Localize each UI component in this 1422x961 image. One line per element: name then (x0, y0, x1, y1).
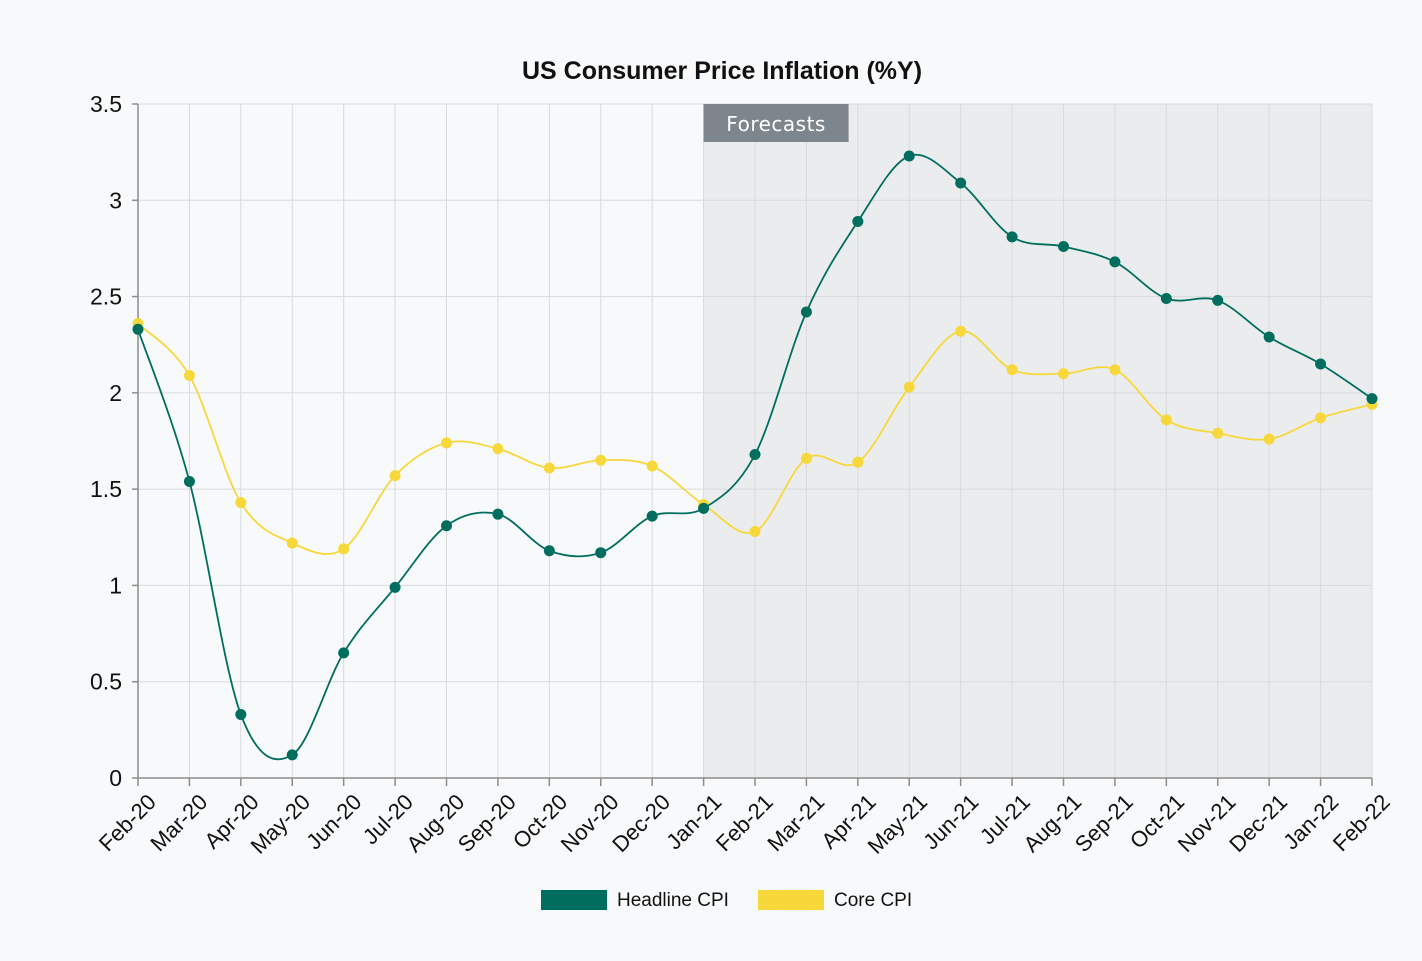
data-point (183, 370, 195, 382)
legend-label: Headline CPI (617, 890, 729, 911)
data-point (389, 581, 401, 593)
data-point (543, 462, 555, 474)
data-point (1006, 364, 1018, 376)
data-point (646, 460, 658, 472)
y-axis-ticks: 0 0.5 1 1.5 2 2.5 3 3.5 (90, 91, 122, 791)
x-tick-label: Sep-20 (453, 789, 521, 857)
y-tick-label: 1 (109, 572, 122, 598)
data-point (235, 497, 247, 509)
x-tick-label: Feb-22 (1328, 789, 1395, 856)
data-point (1212, 427, 1224, 439)
data-point (595, 547, 607, 559)
data-point (1315, 412, 1327, 424)
series-layer (132, 150, 1378, 761)
x-tick-label: Mar-21 (762, 789, 829, 856)
data-point (338, 647, 350, 659)
x-tick-label: Jun-21 (918, 789, 983, 854)
forecast-badge-background (703, 104, 849, 142)
data-point (1366, 393, 1378, 405)
data-point (1058, 241, 1069, 253)
data-point (1212, 294, 1224, 306)
legend-item: Core CPI (758, 890, 912, 911)
data-point (646, 510, 658, 522)
legend-item: Headline CPI (541, 890, 729, 911)
data-point (800, 306, 812, 318)
data-point (441, 437, 452, 449)
y-tick-label: 3 (109, 187, 122, 213)
y-tick-label: 0 (109, 765, 122, 791)
data-point (955, 325, 967, 337)
data-point (698, 502, 710, 514)
data-point (1263, 331, 1275, 343)
data-point (1109, 256, 1121, 268)
x-tick-label: Feb-21 (711, 789, 778, 856)
x-tick-label: Jun-20 (301, 789, 366, 854)
x-tick-label: Dec-20 (607, 789, 675, 857)
x-tick-label: Mar-20 (145, 789, 212, 856)
data-point (1263, 433, 1275, 445)
data-point (286, 537, 298, 549)
data-point (800, 452, 812, 464)
y-tick-label: 3.5 (90, 91, 122, 117)
data-point (389, 470, 401, 482)
data-point (132, 323, 144, 335)
y-tick-label: 2 (109, 380, 122, 406)
forecast-label: Forecasts (726, 112, 826, 136)
data-point (235, 708, 247, 720)
data-point (1058, 368, 1069, 380)
data-point (595, 454, 607, 466)
data-point (955, 177, 967, 189)
data-point (852, 215, 864, 227)
data-point (183, 475, 195, 487)
x-axis-ticks: Feb-20Mar-20Apr-20May-20Jun-20Jul-20Aug-… (94, 789, 1395, 859)
y-tick-label: 1.5 (90, 476, 122, 502)
series-headline-cpi (132, 150, 1378, 761)
x-tick-label: Sep-21 (1070, 789, 1138, 857)
data-point (441, 520, 452, 532)
chart-title: US Consumer Price Inflation (%Y) (522, 57, 922, 85)
data-point (1160, 292, 1172, 304)
legend-swatch (758, 890, 824, 910)
data-point (852, 456, 864, 468)
y-tick-label: 0.5 (90, 669, 122, 695)
data-point (903, 150, 915, 162)
series-core-cpi (132, 318, 1378, 555)
data-point (492, 508, 504, 520)
data-point (543, 545, 555, 557)
y-tick-label: 2.5 (90, 284, 122, 310)
forecast-shaded-region (703, 104, 1372, 778)
data-point (492, 443, 504, 455)
legend-label: Core CPI (834, 890, 912, 911)
x-tick-label: Feb-20 (94, 789, 161, 856)
x-tick-label: Dec-21 (1224, 789, 1292, 857)
axes (132, 103, 1373, 786)
data-point (338, 543, 350, 555)
data-point (749, 448, 761, 460)
data-point (903, 381, 915, 393)
data-point (749, 526, 761, 538)
data-point (1006, 231, 1018, 243)
legend-swatch (541, 890, 607, 910)
data-point (1109, 364, 1121, 376)
data-point (1160, 414, 1172, 426)
data-point (1315, 358, 1327, 370)
legend: Headline CPI Core CPI (541, 890, 912, 911)
forecast-badge: Forecasts (703, 104, 849, 142)
data-point (286, 749, 298, 761)
